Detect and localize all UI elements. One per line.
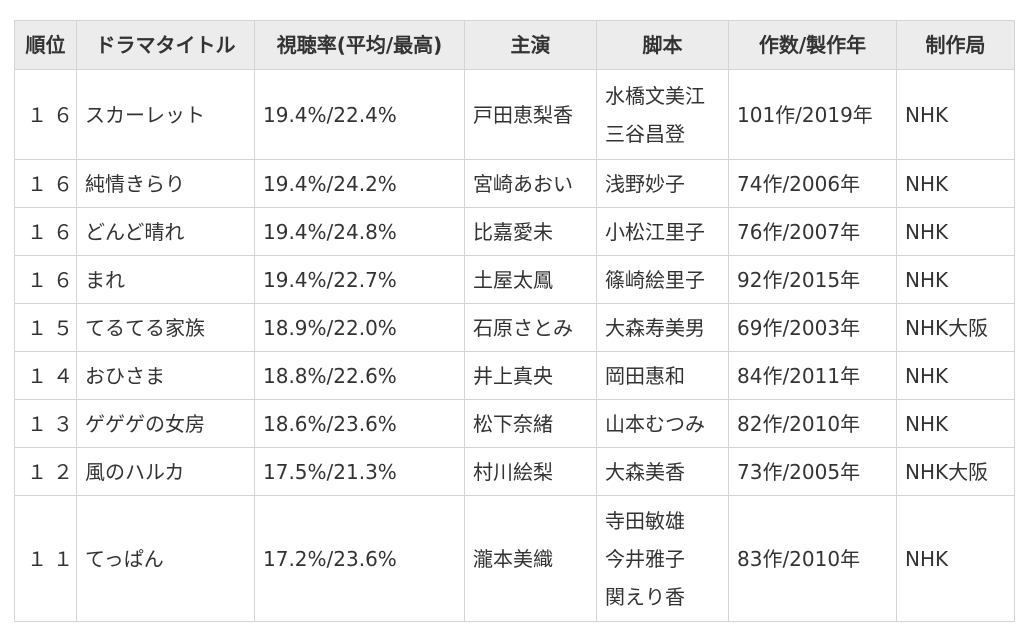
header-episodes-year: 作数/製作年: [728, 20, 897, 70]
lead-actor-cell: 比嘉愛未: [464, 207, 597, 256]
rating-cell: 17.2%/23.6%: [254, 495, 465, 622]
writer-cell: 小松江里子: [596, 207, 729, 256]
writer-name: 三谷昌登: [605, 121, 685, 146]
header-title: ドラマタイトル: [76, 20, 255, 70]
header-station: 制作局: [896, 20, 1015, 70]
writer-name: 大森美香: [605, 459, 685, 484]
writer-name: 寺田敏雄: [605, 508, 685, 533]
rank-cell: １６: [14, 255, 77, 304]
table-row: １４ おひさま 18.8%/22.6% 井上真央 岡田惠和 84作/2011年 NHK: [14, 351, 1015, 400]
header-writer: 脚本: [596, 20, 729, 70]
table-row: １６ 純情きらり 19.4%/24.2% 宮崎あおい 浅野妙子 74作/2006年 NHK: [14, 159, 1015, 208]
lead-actor-cell: 村川絵梨: [464, 447, 597, 496]
rating-cell: 19.4%/24.8%: [254, 207, 465, 256]
writer-cell: 篠崎絵里子: [596, 255, 729, 304]
writer-name: 今井雅子: [605, 546, 685, 571]
writer-cell: 水橋文美江 三谷昌登: [596, 69, 729, 160]
writer-name: 関えり香: [605, 584, 685, 609]
rating-cell: 19.4%/22.4%: [254, 69, 465, 160]
writer-cell: 浅野妙子: [596, 159, 729, 208]
rank-cell: １１: [14, 495, 77, 622]
table-row: １６ スカーレット 19.4%/22.4% 戸田恵梨香 水橋文美江 三谷昌登 101作/20…: [14, 69, 1015, 160]
rank-cell: １４: [14, 351, 77, 400]
title-cell: 純情きらり: [76, 159, 255, 208]
ranking-table-container: 順位 ドラマタイトル 視聴率(平均/最高) 主演 脚本 作数/製作年 制作局 １…: [14, 20, 1015, 622]
writer-cell: 大森美香: [596, 447, 729, 496]
rating-cell: 18.6%/23.6%: [254, 399, 465, 448]
table-row: １６ まれ 19.4%/22.7% 土屋太鳳 篠崎絵里子 92作/2015年 NHK: [14, 255, 1015, 304]
station-cell: NHK: [896, 207, 1015, 256]
episodes-year-cell: 73作/2005年: [728, 447, 897, 496]
table-row: １１ てっぱん 17.2%/23.6% 瀧本美織 寺田敏雄 今井雅子 関えり香 83作/201…: [14, 495, 1015, 622]
episodes-year-cell: 84作/2011年: [728, 351, 897, 400]
table-header-row: 順位 ドラマタイトル 視聴率(平均/最高) 主演 脚本 作数/製作年 制作局: [14, 20, 1015, 70]
episodes-year-cell: 101作/2019年: [728, 69, 897, 160]
title-cell: どんど晴れ: [76, 207, 255, 256]
lead-actor-cell: 石原さとみ: [464, 303, 597, 352]
header-rating: 視聴率(平均/最高): [254, 20, 465, 70]
rank-cell: １６: [14, 159, 77, 208]
writer-name: 岡田惠和: [605, 363, 685, 388]
title-cell: てるてる家族: [76, 303, 255, 352]
rank-cell: １６: [14, 207, 77, 256]
writer-name: 篠崎絵里子: [605, 267, 705, 292]
title-cell: ゲゲゲの女房: [76, 399, 255, 448]
header-lead: 主演: [464, 20, 597, 70]
title-cell: おひさま: [76, 351, 255, 400]
station-cell: NHK: [896, 255, 1015, 304]
episodes-year-cell: 69作/2003年: [728, 303, 897, 352]
table-row: １５ てるてる家族 18.9%/22.0% 石原さとみ 大森寿美男 69作/2003年 NH…: [14, 303, 1015, 352]
station-cell: NHK: [896, 495, 1015, 622]
table-row: １２ 風のハルカ 17.5%/21.3% 村川絵梨 大森美香 73作/2005年 NHK大阪: [14, 447, 1015, 496]
station-cell: NHK大阪: [896, 303, 1015, 352]
lead-actor-cell: 宮崎あおい: [464, 159, 597, 208]
writer-cell: 寺田敏雄今井雅子関えり香: [596, 495, 729, 622]
episodes-year-cell: 82作/2010年: [728, 399, 897, 448]
writer-name: 大森寿美男: [605, 315, 705, 340]
rating-cell: 17.5%/21.3%: [254, 447, 465, 496]
station-cell: NHK: [896, 159, 1015, 208]
episodes-year-cell: 83作/2010年: [728, 495, 897, 622]
writer-cell: 大森寿美男: [596, 303, 729, 352]
rank-cell: １５: [14, 303, 77, 352]
rank-cell: １６: [14, 69, 77, 160]
rank-cell: １３: [14, 399, 77, 448]
title-cell: 風のハルカ: [76, 447, 255, 496]
lead-actor-cell: 土屋太鳳: [464, 255, 597, 304]
station-cell: NHK大阪: [896, 447, 1015, 496]
writer-name: 水橋文美江: [605, 83, 705, 108]
asadora-ranking-table: 順位 ドラマタイトル 視聴率(平均/最高) 主演 脚本 作数/製作年 制作局 １…: [14, 20, 1015, 622]
writer-cell: 山本むつみ: [596, 399, 729, 448]
episodes-year-cell: 92作/2015年: [728, 255, 897, 304]
title-cell: まれ: [76, 255, 255, 304]
episodes-year-cell: 76作/2007年: [728, 207, 897, 256]
title-cell: てっぱん: [76, 495, 255, 622]
episodes-year-cell: 74作/2006年: [728, 159, 897, 208]
header-rank: 順位: [14, 20, 77, 70]
table-body: １６ スカーレット 19.4%/22.4% 戸田恵梨香 水橋文美江 三谷昌登 101作/20…: [14, 69, 1015, 622]
writer-name: 小松江里子: [605, 219, 705, 244]
station-cell: NHK: [896, 351, 1015, 400]
lead-actor-cell: 井上真央: [464, 351, 597, 400]
table-row: １３ ゲゲゲの女房 18.6%/23.6% 松下奈緒 山本むつみ 82作/2010年 NHK: [14, 399, 1015, 448]
lead-actor-cell: 瀧本美織: [464, 495, 597, 622]
writer-cell: 岡田惠和: [596, 351, 729, 400]
station-cell: NHK: [896, 69, 1015, 160]
station-cell: NHK: [896, 399, 1015, 448]
rank-cell: １２: [14, 447, 77, 496]
writer-name: 浅野妙子: [605, 171, 685, 196]
rating-cell: 18.8%/22.6%: [254, 351, 465, 400]
rating-cell: 19.4%/24.2%: [254, 159, 465, 208]
writer-name: 山本むつみ: [605, 411, 705, 436]
rating-cell: 19.4%/22.7%: [254, 255, 465, 304]
table-row: １６ どんど晴れ 19.4%/24.8% 比嘉愛未 小松江里子 76作/2007年 NHK: [14, 207, 1015, 256]
lead-actor-cell: 松下奈緒: [464, 399, 597, 448]
rating-cell: 18.9%/22.0%: [254, 303, 465, 352]
lead-actor-cell: 戸田恵梨香: [464, 69, 597, 160]
title-cell: スカーレット: [76, 69, 255, 160]
